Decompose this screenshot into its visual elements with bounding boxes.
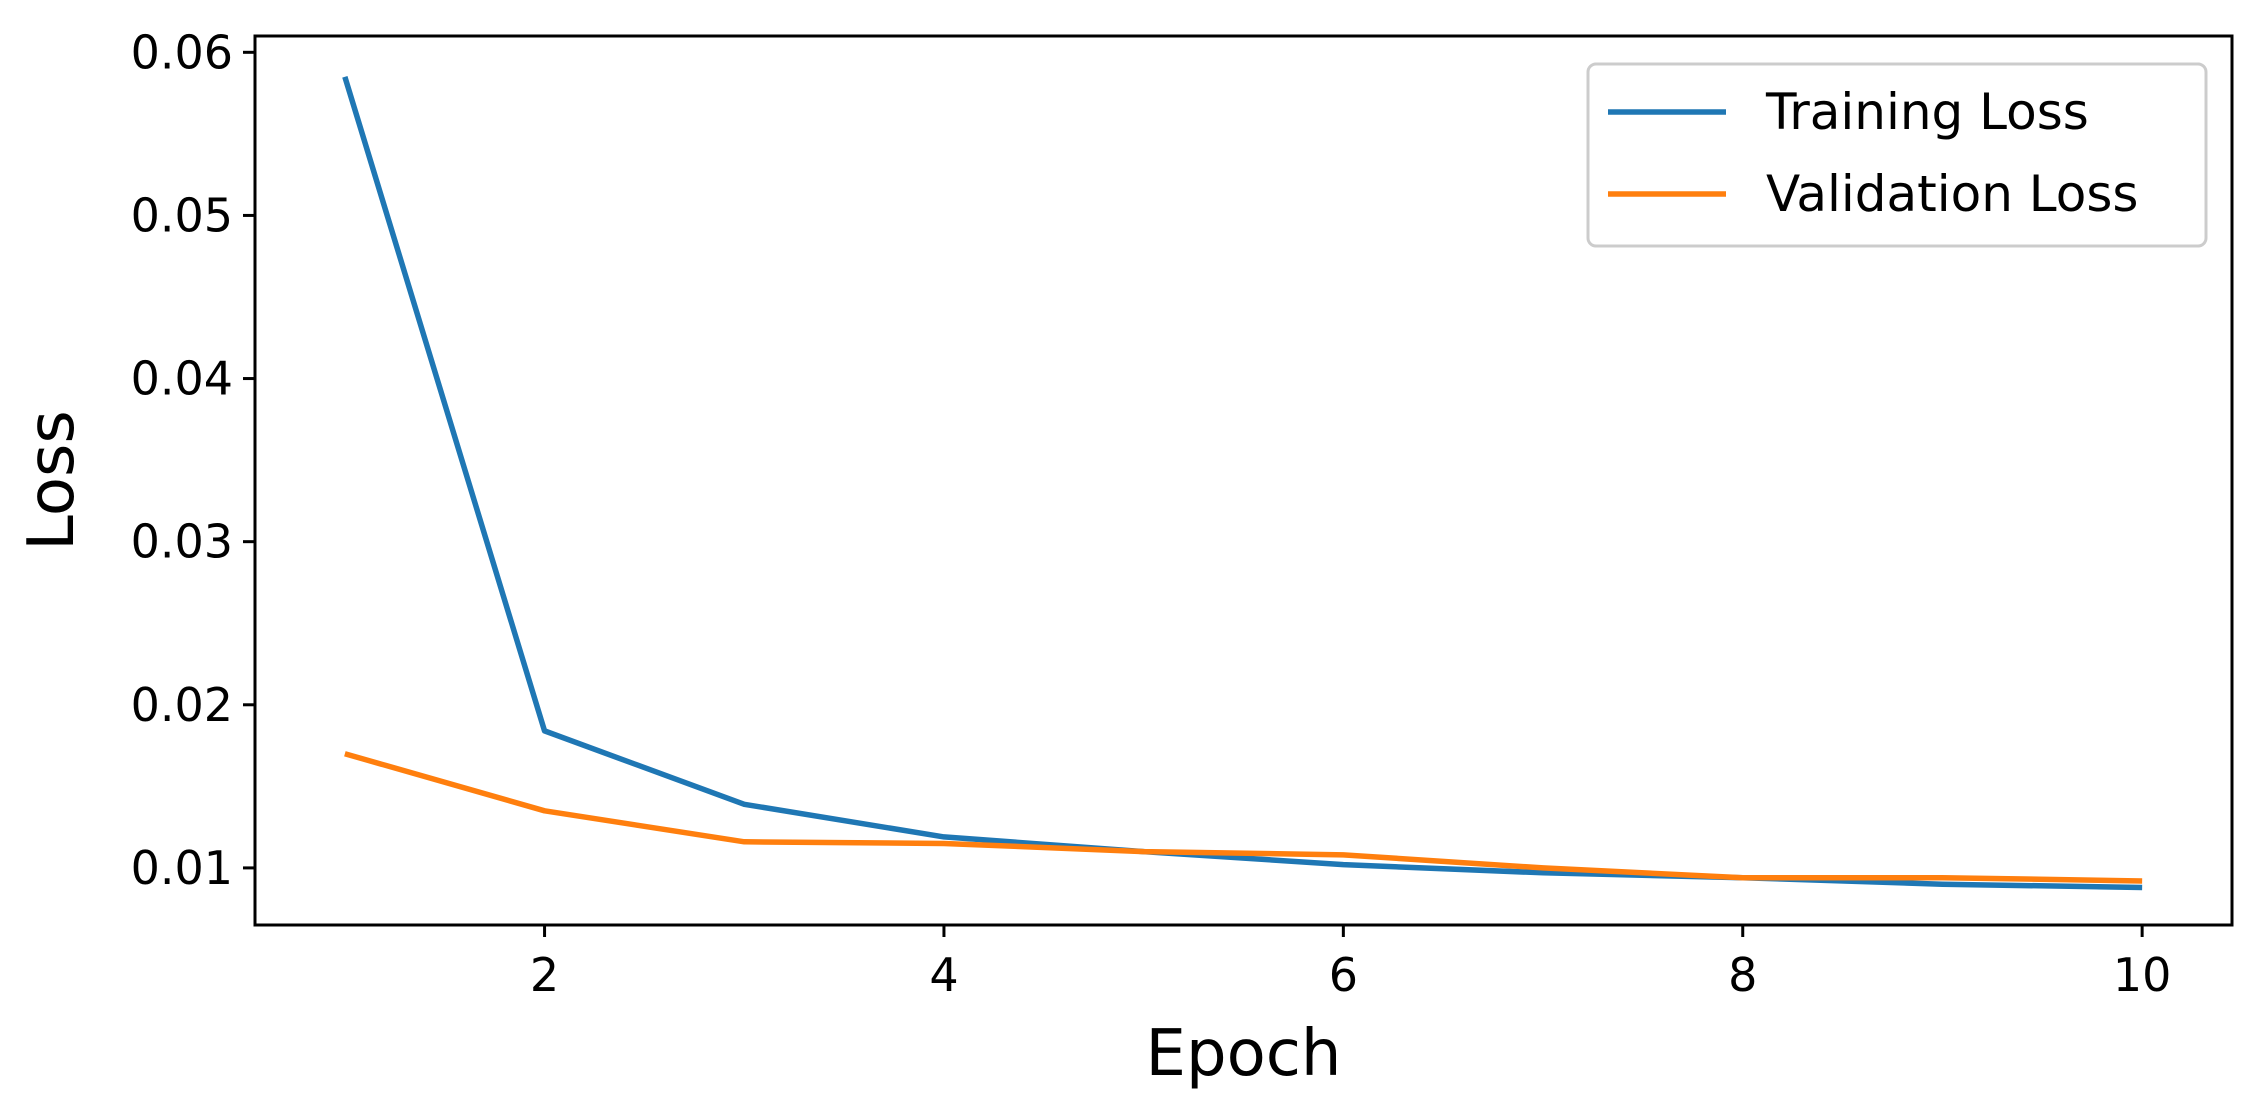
y-tick-label: 0.01 <box>131 841 233 895</box>
series-lines <box>342 75 2143 891</box>
plot-frame <box>253 34 2234 927</box>
y-tick-label: 0.04 <box>131 352 233 406</box>
x-tick-label: 8 <box>1728 948 1757 1002</box>
y-tick-label: 0.02 <box>131 678 233 732</box>
legend-label-0: Training Loss <box>1765 83 2089 141</box>
x-tick-label: 6 <box>1329 948 1358 1002</box>
y-axis-label: Loss <box>15 410 89 550</box>
y-tick-label: 0.03 <box>131 515 233 569</box>
legend: Training Loss Validation Loss <box>1586 62 2208 248</box>
y-tick-label: 0.05 <box>131 188 233 242</box>
legend-label-1: Validation Loss <box>1766 165 2138 223</box>
x-tick-label: 10 <box>2113 948 2172 1002</box>
x-tick-label: 4 <box>929 948 958 1002</box>
axes: 2 4 6 8 10 0.01 0.02 0.03 0.04 0.05 0.06 <box>131 25 2234 1002</box>
legend-box <box>1586 62 2208 248</box>
y-tick-label: 0.06 <box>131 25 233 79</box>
series-line-1 <box>344 751 2143 884</box>
series-line-0 <box>342 75 2143 891</box>
x-axis-label: Epoch <box>1146 1017 1342 1091</box>
x-tick-label: 2 <box>530 948 559 1002</box>
